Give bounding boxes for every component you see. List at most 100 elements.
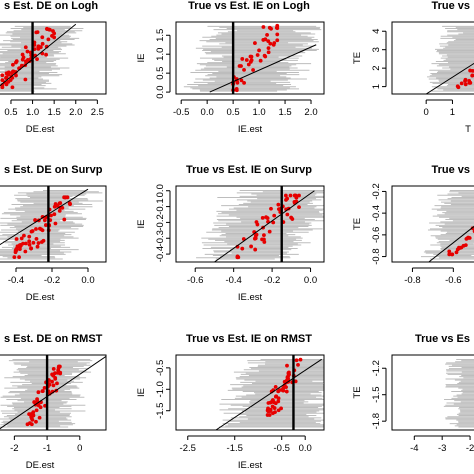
data-point [34,419,38,424]
panel-title: s Est. DE on Logh [4,0,98,12]
y-tick-label: -1.0 [155,381,166,397]
data-point [25,49,30,54]
data-point [14,60,18,65]
x-tick-label: 1.5 [278,107,291,118]
y-axis-label: TE [352,386,363,398]
data-point [53,221,58,226]
plot-frame [175,185,325,263]
reference-line [209,44,317,93]
y-tick-label: 0.0 [155,85,166,98]
plot-frame [175,354,325,431]
data-point [261,38,266,42]
data-point [34,227,38,231]
x-axis-label: T [465,124,471,135]
panel-title: True vs Es [415,333,470,345]
y-tick-label: -0.2 [155,214,166,230]
data-point [10,85,15,90]
data-point [271,220,276,225]
x-tick-label: 2.0 [69,107,82,118]
y-tick-label: 1.5 [155,29,166,42]
plot-area [183,22,322,94]
panel-ie-logh: -0.5 0.0 0.5 1.0 1.5 2.0 0.0 0.5 1.0 1.5 True vs E… [136,0,325,135]
data-point [4,76,9,80]
data-point [262,53,267,58]
data-point [65,195,70,200]
x-tick-label: -0.2 [264,275,280,286]
data-point [36,241,41,245]
x-tick-label: -0.6 [187,275,203,286]
x-tick-label: 2.5 [91,107,104,118]
data-point [11,69,16,74]
data-point [12,255,17,260]
x-tick-label: 0.0 [299,443,312,454]
data-point [297,205,301,209]
data-point [20,52,25,57]
data-point [265,216,270,221]
data-point [244,58,249,62]
plot-area [425,25,474,94]
data-point [235,254,240,259]
data-point [240,57,245,61]
data-point [46,37,51,42]
x-tick-label: 0.0 [201,107,214,118]
panel-title: True vs Est. IE on Logh [188,0,310,12]
panel-de-logh: 0.5 1.0 1.5 2.0 2.5 s Est. DE on Logh DE.est [0,0,107,135]
data-point [242,67,246,72]
data-point [47,27,51,32]
data-point [21,241,25,246]
data-point [38,226,42,231]
x-tick-label: -2.5 [180,443,196,454]
reference-line [425,62,474,94]
x-axis-label: IE.est [238,292,263,303]
data-point [32,400,37,404]
reference-line [0,23,77,87]
data-point [27,239,32,244]
data-point [40,389,45,394]
data-point [276,202,281,207]
y-tick-label: -0.8 [371,248,382,264]
data-point [464,236,469,241]
data-point [290,217,295,221]
data-point [273,385,278,389]
x-tick-label: -2 [466,443,474,454]
x-tick-label: 1 [450,107,455,118]
reference-line [215,358,322,430]
data-point [260,215,265,220]
data-point [265,33,269,37]
x-axis-label: IE.est [238,460,263,471]
y-tick-label: -0.1 [155,198,166,214]
plot-frame [0,185,107,263]
panel-te-survp: -0.8 -0.6 -0.8 -0.6 -0.4 -0.2 True vs TE [352,164,474,286]
data-point [36,45,41,50]
x-tick-label: 0.5 [4,107,17,118]
plot-frame [0,21,107,95]
x-tick-label: 0.5 [227,107,240,118]
y-tick-label: 4 [371,29,382,34]
x-tick-label: -0.4 [225,275,241,286]
plot-frame [0,354,107,431]
data-point [51,29,55,33]
panel-title: s Est. DE on RMST [4,333,103,345]
data-point [52,204,57,209]
panel-title: True vs [431,164,470,176]
data-point [242,80,246,85]
data-point [284,198,288,202]
data-point [266,401,271,405]
data-point [266,39,271,44]
data-point [52,35,57,40]
y-tick-label: -1.5 [155,403,166,419]
data-point [268,41,273,46]
x-tick-label: -1 [43,443,51,454]
data-point [271,42,276,47]
reference-line [0,356,106,430]
data-point [34,236,39,241]
x-tick-label: 1.5 [48,107,61,118]
data-point [275,32,280,37]
panel-de-rmst: -2 -1 0 s Est. DE on RMST DE.est [0,333,107,471]
data-point [33,218,37,222]
data-point [0,78,5,83]
data-point [285,363,289,368]
data-point [262,233,266,237]
x-tick-label: -4 [410,443,418,454]
